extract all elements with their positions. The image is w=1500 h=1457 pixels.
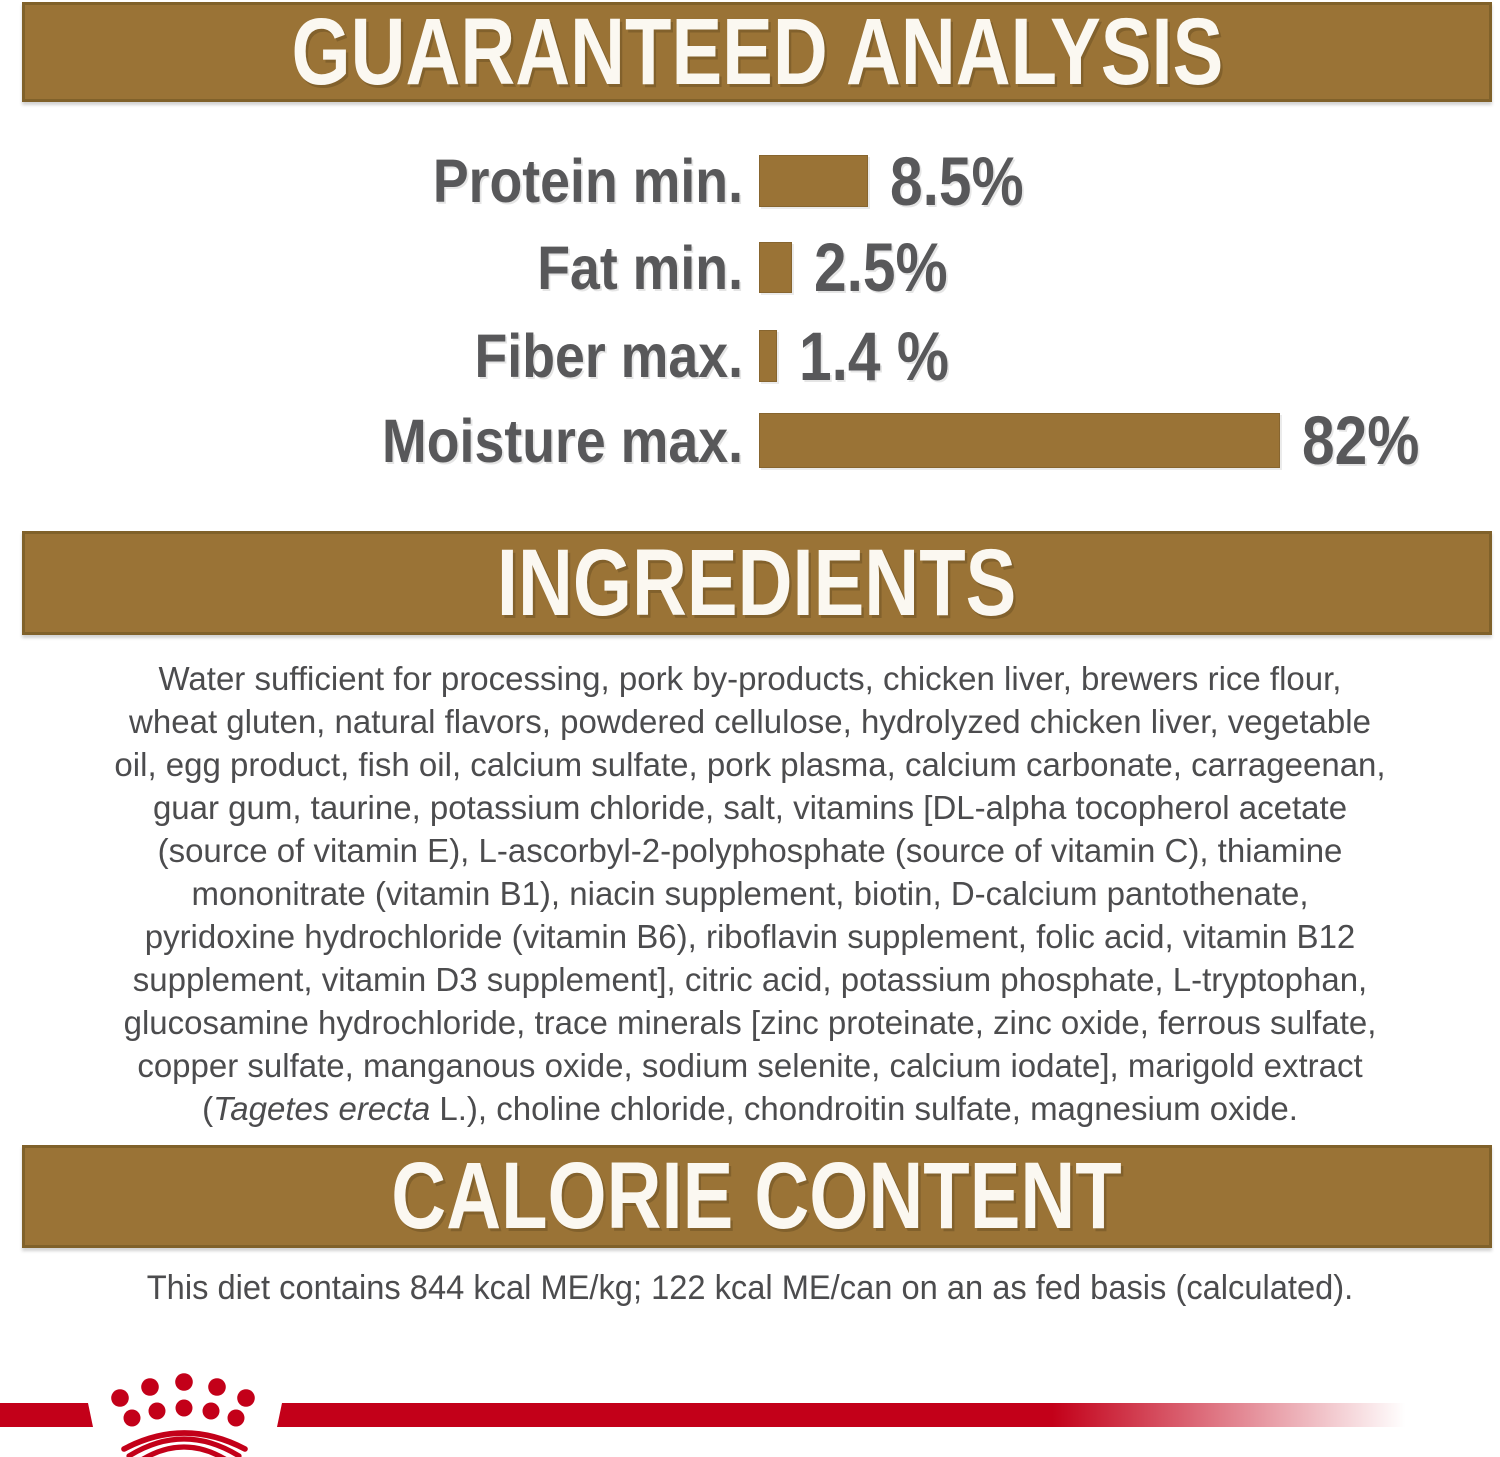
- ingredients-title: INGREDIENTS: [497, 529, 1017, 636]
- calorie-statement: This diet contains 844 kcal ME/kg; 122 k…: [146, 1269, 1354, 1307]
- ingredients-last-post: L.), choline chloride, chondroitin sulfa…: [430, 1090, 1298, 1127]
- analysis-bar: [759, 413, 1280, 468]
- ingredients-latin-name: Tagetes erecta: [213, 1090, 431, 1127]
- analysis-row-fat: Fat min. 2.5%: [0, 229, 1500, 306]
- ingredients-last-pre: (: [202, 1090, 214, 1127]
- ingredients-line-last: (Tagetes erecta L.), choline chloride, c…: [0, 1087, 1500, 1130]
- analysis-bar: [759, 330, 777, 382]
- analysis-row-moisture: Moisture max. 82%: [0, 402, 1500, 479]
- ingredients-band: INGREDIENTS: [22, 529, 1492, 636]
- ingredients-line: wheat gluten, natural flavors, powdered …: [129, 703, 1371, 740]
- ingredients-paragraph: Water sufficient for processing, pork by…: [0, 657, 1500, 1130]
- analysis-row-protein: Protein min. 8.5%: [0, 143, 1500, 220]
- ingredients-line: mononitrate (vitamin B1), niacin supplem…: [191, 875, 1309, 912]
- analysis-value: 1.4 %: [799, 317, 949, 395]
- brand-ribbon-left: [0, 1403, 93, 1427]
- analysis-label: Moisture max.: [382, 406, 743, 475]
- analysis-label: Fiber max.: [474, 322, 743, 390]
- analysis-value: 2.5%: [814, 229, 948, 306]
- royal-canin-crown-icon: [111, 1373, 255, 1457]
- ingredients-line: glucosamine hydrochloride, trace mineral…: [123, 1004, 1377, 1041]
- analysis-value: 8.5%: [890, 142, 1024, 220]
- ingredients-line: pyridoxine hydrochloride (vitamin B6), r…: [144, 918, 1356, 955]
- guaranteed-analysis-band: GUARANTEED ANALYSIS: [22, 0, 1492, 105]
- analysis-value: 82%: [1302, 402, 1420, 479]
- analysis-bar: [759, 242, 792, 293]
- analysis-label: Fat min.: [537, 233, 743, 302]
- ingredients-line: oil, egg product, fish oil, calcium sulf…: [114, 746, 1386, 783]
- ingredients-line: supplement, vitamin D3 supplement], citr…: [132, 961, 1368, 998]
- analysis-bar: [759, 155, 868, 207]
- ingredients-line: (source of vitamin E), L-ascorbyl-2-poly…: [157, 832, 1343, 869]
- calorie-content-band: CALORIE CONTENT: [22, 1143, 1492, 1249]
- ingredients-line: Water sufficient for processing, pork by…: [158, 660, 1342, 697]
- analysis-label: Protein min.: [432, 147, 743, 215]
- brand-ribbon-right: [277, 1403, 1417, 1427]
- guaranteed-analysis-title: GUARANTEED ANALYSIS: [291, 0, 1223, 105]
- ingredients-line: copper sulfate, manganous oxide, sodium …: [137, 1047, 1363, 1084]
- calorie-content-title: CALORIE CONTENT: [391, 1143, 1123, 1249]
- ingredients-line: guar gum, taurine, potassium chloride, s…: [152, 789, 1348, 826]
- analysis-row-fiber: Fiber max. 1.4 %: [0, 318, 1500, 395]
